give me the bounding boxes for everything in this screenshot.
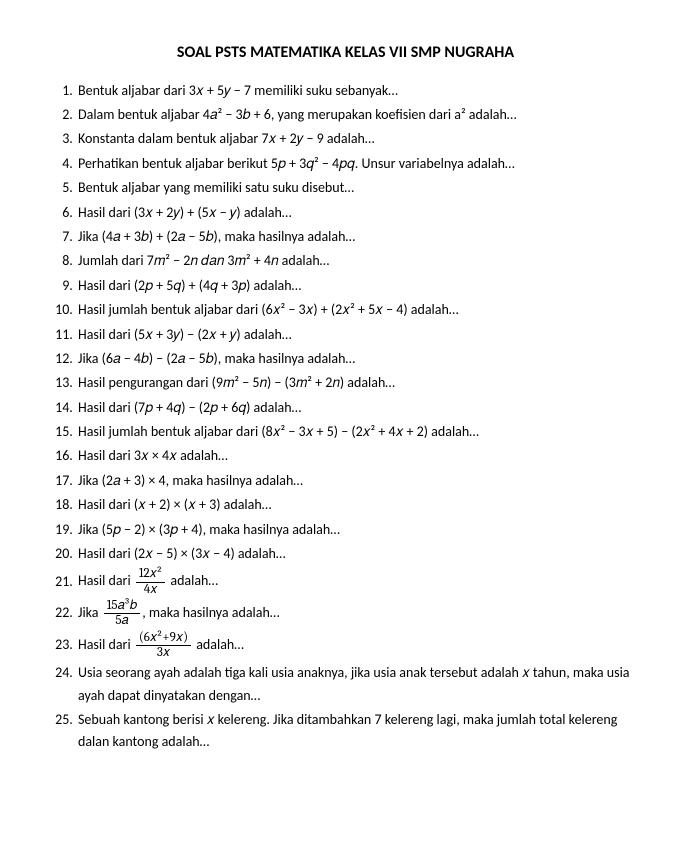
question-item: Sebuah kantong berisi 𝑥 kelereng. Jika d… xyxy=(76,709,641,754)
question-item: Hasil pengurangan dari (9𝑚² − 5𝑛) − (3𝑚²… xyxy=(76,372,641,394)
question-item: Hasil jumlah bentuk aljabar dari (8𝑥² − … xyxy=(76,421,641,443)
fraction: (6𝑥²+9𝑥)3𝑥 xyxy=(136,631,191,661)
question-item: Hasil dari 3𝑥 × 4𝑥 adalah… xyxy=(76,445,641,467)
question-item: Hasil dari (3𝑥 + 2𝑦) + (5𝑥 − 𝑦) adalah… xyxy=(76,202,641,224)
question-text: , maka hasilnya adalah… xyxy=(142,604,279,621)
fraction: 15𝑎³𝑏5𝑎 xyxy=(104,599,141,629)
question-item: Jika 15𝑎³𝑏5𝑎, maka hasilnya adalah… xyxy=(76,599,641,629)
question-item: Jika (2𝑎 + 3) × 4, maka hasilnya adalah… xyxy=(76,470,641,492)
fraction-numerator: (6𝑥²+9𝑥) xyxy=(136,631,191,646)
document-title: SOAL PSTS MATEMATIKA KELAS VII SMP NUGRA… xyxy=(50,40,641,66)
question-item: Hasil jumlah bentuk aljabar dari (6𝑥² − … xyxy=(76,299,641,321)
question-item: Hasil dari (7𝑝 + 4𝑞) − (2𝑝 + 6𝑞) adalah… xyxy=(76,397,641,419)
question-list: Bentuk aljabar dari 3𝑥 + 5𝑦 − 7 memiliki… xyxy=(50,80,641,754)
fraction-denominator: 3𝑥 xyxy=(136,646,191,660)
fraction-numerator: 15𝑎³𝑏 xyxy=(104,599,141,614)
question-text: Jika xyxy=(78,604,102,621)
fraction-denominator: 4𝑥 xyxy=(136,583,165,597)
question-item: Dalam bentuk aljabar 4𝑎² − 3𝑏 + 6, yang … xyxy=(76,104,641,126)
fraction-numerator: 12𝑥² xyxy=(136,567,165,582)
fraction: 12𝑥²4𝑥 xyxy=(136,567,165,597)
question-text: adalah… xyxy=(167,573,218,590)
question-text: Hasil dari xyxy=(78,636,134,653)
question-item: Jika (4𝑎 + 3𝑏) + (2𝑎 − 5𝑏), maka hasilny… xyxy=(76,226,641,248)
question-item: Hasil dari (2𝑝 + 5𝑞) + (4𝑞 + 3𝑝) adalah… xyxy=(76,275,641,297)
question-text: adalah… xyxy=(193,636,244,653)
question-item: Hasil dari 12𝑥²4𝑥 adalah… xyxy=(76,567,641,597)
fraction-denominator: 5𝑎 xyxy=(104,614,141,628)
question-item: Hasil dari (5𝑥 + 3𝑦) − (2𝑥 + 𝑦) adalah… xyxy=(76,324,641,346)
question-item: Konstanta dalam bentuk aljabar 7𝑥 + 2𝑦 −… xyxy=(76,128,641,150)
question-item: Bentuk aljabar dari 3𝑥 + 5𝑦 − 7 memiliki… xyxy=(76,80,641,102)
question-item: Bentuk aljabar yang memiliki satu suku d… xyxy=(76,177,641,199)
question-item: Perhatikan bentuk aljabar berikut 5𝑝 + 3… xyxy=(76,153,641,175)
question-item: Usia seorang ayah adalah tiga kali usia … xyxy=(76,662,641,707)
question-item: Jika (6𝑎 − 4𝑏) − (2𝑎 − 5𝑏), maka hasilny… xyxy=(76,348,641,370)
question-text: Hasil dari xyxy=(78,573,134,590)
question-item: Hasil dari (𝑥 + 2) × (𝑥 + 3) adalah… xyxy=(76,494,641,516)
question-item: Hasil dari (6𝑥²+9𝑥)3𝑥 adalah… xyxy=(76,631,641,661)
question-item: Jumlah dari 7𝑚² − 2𝑛 𝑑𝑎𝑛 3𝑚² + 4𝑛 adalah… xyxy=(76,250,641,272)
question-item: Jika (5𝑝 − 2) × (3𝑝 + 4), maka hasilnya … xyxy=(76,519,641,541)
question-item: Hasil dari (2𝑥 − 5) × (3𝑥 − 4) adalah… xyxy=(76,543,641,565)
